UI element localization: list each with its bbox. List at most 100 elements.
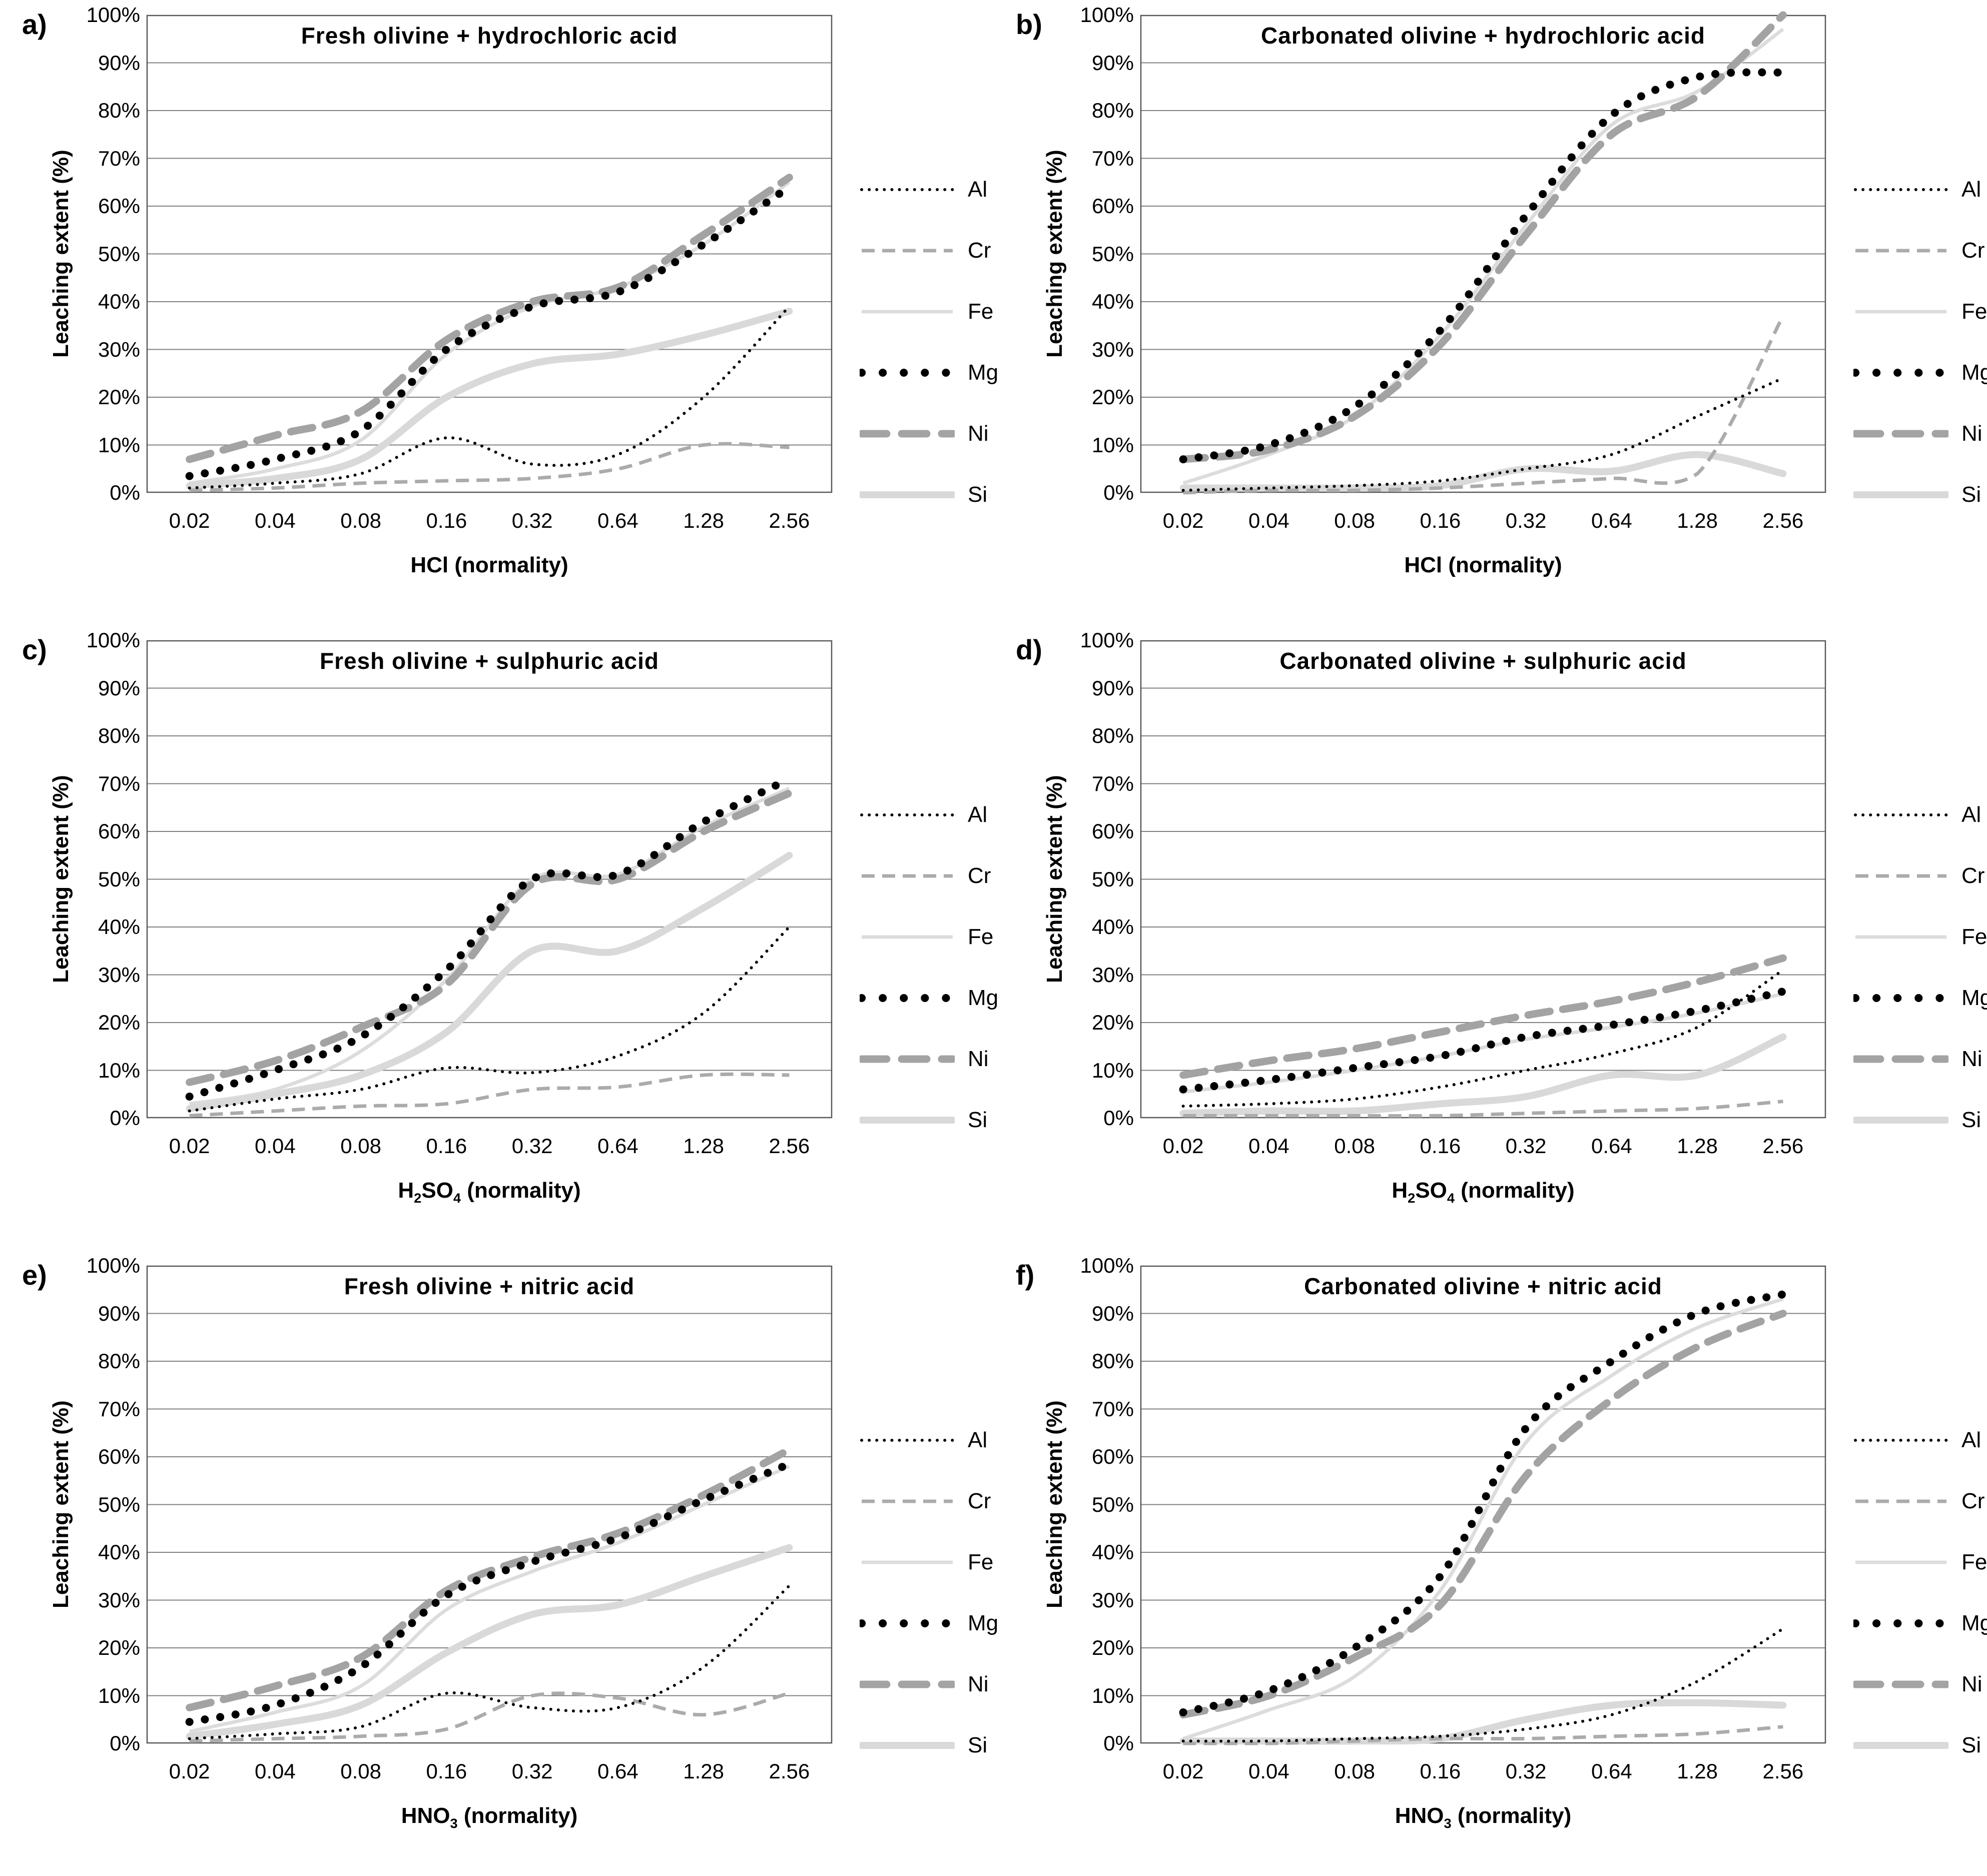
legend-item-al: Al <box>860 801 987 828</box>
series-line-al <box>188 305 791 490</box>
legend-item-ni: Ni <box>860 1671 989 1698</box>
plot-area-c <box>146 640 833 1119</box>
legend-swatch-ni <box>860 1680 955 1688</box>
y-tick-label: 60% <box>1091 819 1134 843</box>
y-tick-label: 70% <box>1091 146 1134 170</box>
legend-label-fe: Fe <box>968 299 994 324</box>
legend-label-si: Si <box>1961 1108 1981 1132</box>
x-tick-label: 0.02 <box>169 509 210 532</box>
y-axis-title: Leaching extent (%) <box>1042 775 1067 984</box>
y-tick-label: 70% <box>1091 1397 1134 1421</box>
y-tick-label: 100% <box>1080 3 1134 27</box>
x-tick-label: 2.56 <box>769 509 810 532</box>
legend-swatch-mg <box>860 1619 955 1627</box>
x-tick-label: 0.64 <box>597 509 638 532</box>
legend-swatch-cr <box>1855 874 1946 878</box>
legend-label-al: Al <box>1961 802 1981 827</box>
legend-swatch-al <box>860 1439 954 1442</box>
legend-label-mg: Mg <box>1961 1611 1987 1635</box>
y-tick-label: 20% <box>1091 1636 1134 1659</box>
legend-swatch-al <box>860 813 954 816</box>
x-axis-title-c: H2SO4 (normality) <box>147 1178 832 1206</box>
x-tick-label: 0.04 <box>255 509 296 532</box>
series-line-cr <box>189 1691 790 1743</box>
y-tick-label: 10% <box>98 1058 140 1082</box>
y-tick-label: 10% <box>1091 433 1134 457</box>
legend-label-si: Si <box>1961 482 1981 507</box>
chart-title-e: Fresh olivine + nitric acid <box>344 1273 635 1299</box>
panel-letter-b: b) <box>1016 9 1042 40</box>
x-axis-title-b: HCl (normality) <box>1140 553 1826 578</box>
legend-swatch-fe <box>862 310 953 314</box>
x-tick-label: 0.08 <box>340 1134 381 1158</box>
legend-label-si: Si <box>1961 1733 1981 1757</box>
series-line-mg <box>1179 1290 1787 1716</box>
legend-swatch-al <box>860 188 954 191</box>
y-tick-label: 20% <box>1091 1011 1134 1034</box>
x-tick-label: 0.08 <box>1334 1759 1375 1783</box>
x-tick-label: 0.04 <box>1248 1134 1289 1158</box>
legend-item-ni: Ni <box>860 1046 989 1073</box>
x-tick-label: 0.08 <box>1334 509 1375 532</box>
plot-border <box>146 15 833 493</box>
chart-panel-a: a) Leaching extent (%) 0% 10% 20% 30% 40% 50% 60… <box>0 0 998 625</box>
legend-label-al: Al <box>1961 1428 1981 1452</box>
legend-item-si: Si <box>1853 481 1981 508</box>
x-tick-label: 0.04 <box>255 1134 296 1158</box>
legend-label-cr: Cr <box>1961 238 1985 263</box>
y-axis-title: Leaching extent (%) <box>49 1400 73 1609</box>
chart-panel-c: c) Leaching extent (%) 0% 10% 20% 30% 40% 50% 60… <box>0 625 998 1251</box>
y-tick-label: 100% <box>1080 1254 1134 1277</box>
x-tick-label: 0.16 <box>1420 509 1461 532</box>
chart-title-a: Fresh olivine + hydrochloric acid <box>301 23 678 49</box>
y-axis-title: Leaching extent (%) <box>49 775 73 984</box>
y-tick-label: 80% <box>98 724 140 747</box>
legend-item-cr: Cr <box>860 237 991 264</box>
legend-item-cr: Cr <box>860 1488 991 1515</box>
y-tick-label: 100% <box>1080 628 1134 652</box>
legend-item-ni: Ni <box>1853 1671 1982 1698</box>
legend-label-ni: Ni <box>968 1047 989 1071</box>
x-tick-label: 2.56 <box>769 1759 810 1783</box>
series-line-si <box>186 1544 793 1740</box>
legend-swatch-fe <box>1855 935 1946 939</box>
legend-label-al: Al <box>968 1428 988 1452</box>
x-tick-label: 1.28 <box>1677 1134 1718 1158</box>
y-tick-label: 30% <box>98 1588 140 1612</box>
y-tick-label: 30% <box>1091 1588 1134 1612</box>
y-tick-label: 60% <box>1091 1445 1134 1468</box>
x-axis-title-text: HCl <box>410 553 449 577</box>
legend-label-si: Si <box>968 482 988 507</box>
y-tick-label: 0% <box>1103 481 1134 504</box>
y-tick-label: 20% <box>98 1011 140 1034</box>
legend-item-cr: Cr <box>1853 862 1984 889</box>
legend-item-mg: Mg <box>1853 1610 1987 1637</box>
x-tick-label: 0.02 <box>1162 509 1204 532</box>
x-tick-label: 0.08 <box>1334 1134 1375 1158</box>
y-tick-label: 20% <box>98 385 140 409</box>
x-tick-label: 0.32 <box>511 509 553 532</box>
y-tick-label: 10% <box>1091 1683 1134 1707</box>
legend-item-al: Al <box>1853 1427 1981 1454</box>
series-line-si <box>1179 451 1787 492</box>
series-line-ni <box>186 1446 793 1711</box>
panel-letter-d: d) <box>1016 634 1042 665</box>
plot-area-f <box>1140 1265 1826 1745</box>
x-tick-label: 0.02 <box>169 1134 210 1158</box>
legend-item-fe: Fe <box>860 1549 993 1576</box>
legend-item-fe: Fe <box>1853 923 1987 951</box>
legend-swatch-al <box>1854 188 1948 191</box>
legend-label-ni: Ni <box>1961 1047 1982 1071</box>
x-tick-label: 1.28 <box>683 1134 724 1158</box>
x-tick-label: 0.16 <box>1420 1759 1461 1783</box>
y-tick-label: 80% <box>1091 724 1134 747</box>
legend-label-mg: Mg <box>968 1611 999 1635</box>
legend-label-mg: Mg <box>1961 986 1987 1010</box>
y-tick-label: 60% <box>98 194 140 218</box>
legend-swatch-ni <box>860 430 955 438</box>
legend-item-si: Si <box>860 1107 987 1134</box>
legend-swatch-al <box>1854 813 1948 816</box>
series-line-fe <box>189 1464 790 1733</box>
x-axis-title-text: (normality) <box>457 1803 578 1828</box>
legend-item-ni: Ni <box>860 420 989 447</box>
